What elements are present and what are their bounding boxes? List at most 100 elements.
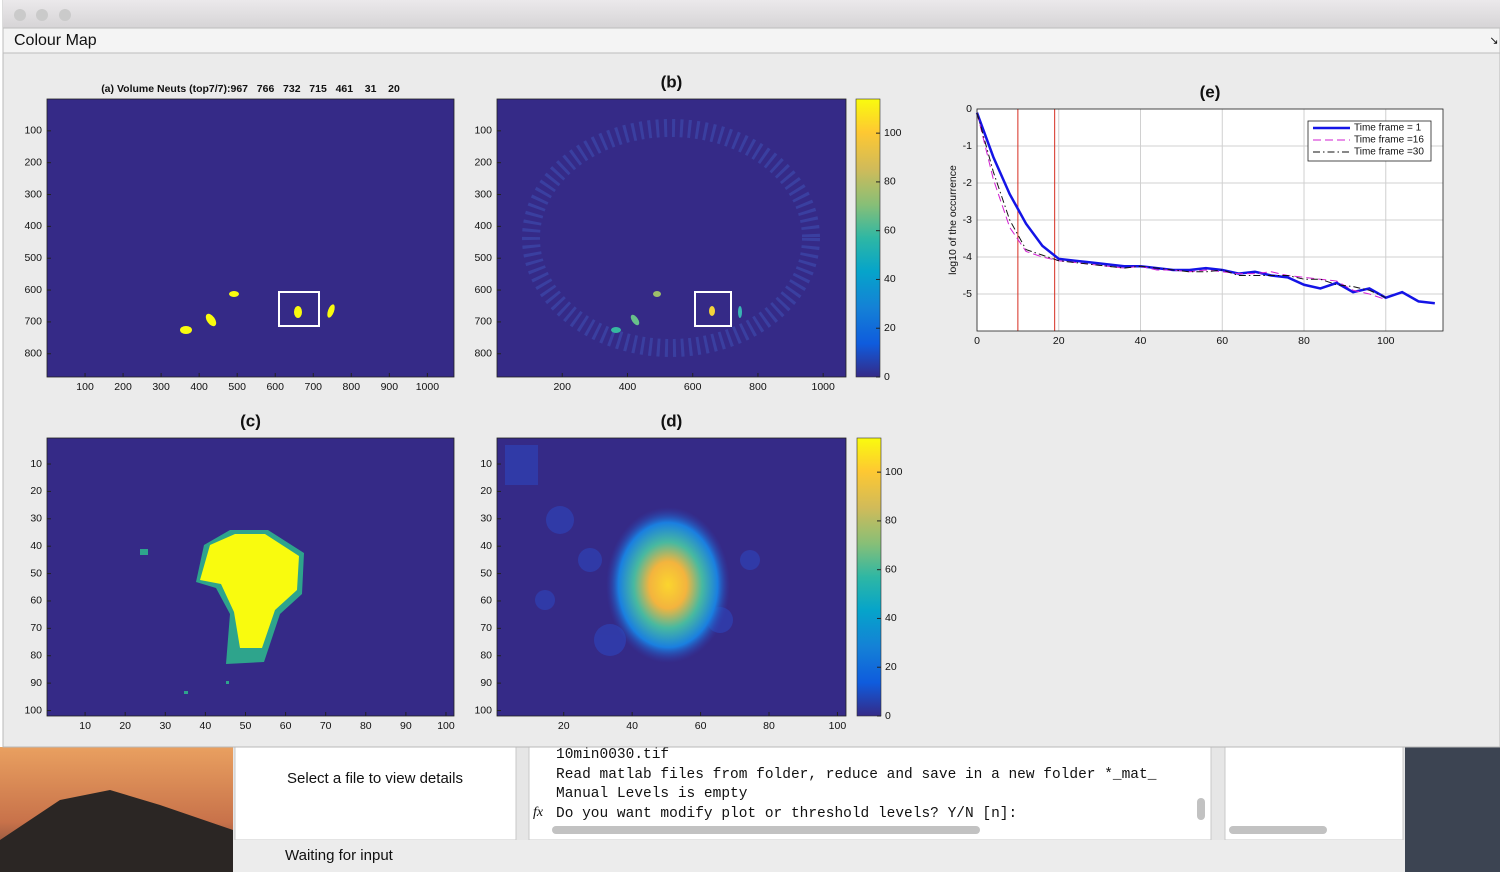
status-text: Waiting for input <box>285 847 394 864</box>
y-tick-label: 300 <box>24 188 42 200</box>
x-tick-label: 80 <box>360 720 372 732</box>
blobs <box>140 530 304 694</box>
colorbar-tick-label: 20 <box>884 322 896 334</box>
x-tick-label: 10 <box>79 720 91 732</box>
colorbar <box>855 98 881 378</box>
v-scrollbar[interactable] <box>1197 798 1205 820</box>
y-tick-label: 70 <box>30 622 42 634</box>
x-tick-label: 70 <box>320 720 332 732</box>
y-tick-label: 50 <box>480 567 492 579</box>
y-tick-label: 30 <box>480 513 492 525</box>
y-tick-label: 200 <box>24 156 42 168</box>
x-tick-label: 80 <box>1298 335 1310 347</box>
x-tick-label: 80 <box>763 720 775 732</box>
minimize-button[interactable] <box>36 9 48 21</box>
y-tick-label: -5 <box>963 288 972 300</box>
x-tick-label: 100 <box>1377 335 1395 347</box>
x-tick-label: 20 <box>558 720 570 732</box>
console-line: Do you want modify plot or threshold lev… <box>556 806 1017 822</box>
y-tick-label: 400 <box>24 220 42 232</box>
mountain <box>0 790 233 872</box>
y-tick-label: 600 <box>24 284 42 296</box>
y-tick-label: 400 <box>474 220 492 232</box>
y-tick-label: 500 <box>24 252 42 264</box>
x-tick-label: 100 <box>437 720 455 732</box>
x-tick-label: 40 <box>1135 335 1147 347</box>
x-tick-label: 20 <box>1053 335 1065 347</box>
y-tick-label: 100 <box>474 704 492 716</box>
x-tick-label: 900 <box>381 381 399 393</box>
colorbar-tick-label: 80 <box>884 176 896 188</box>
y-tick-label: 500 <box>474 252 492 264</box>
y-tick-label: 90 <box>30 677 42 689</box>
panel-title: (c) <box>240 411 261 430</box>
y-tick-label: 0 <box>966 103 972 115</box>
axes-frame <box>46 98 455 378</box>
blobs <box>611 291 742 333</box>
h-scrollbar[interactable] <box>552 826 980 834</box>
colorbar-tick-label: 20 <box>885 661 897 673</box>
heatmap-image <box>497 99 846 377</box>
close-button[interactable] <box>14 9 26 21</box>
x-tick-label: 50 <box>240 720 252 732</box>
y-tick-label: 40 <box>480 540 492 552</box>
colorbar-tick-label: 0 <box>884 371 890 383</box>
x-tick-label: 800 <box>343 381 361 393</box>
x-tick-label: 200 <box>114 381 132 393</box>
desktop-rock <box>1405 747 1500 872</box>
legend-entry: Time frame =16 <box>1354 135 1424 146</box>
y-tick-label: 100 <box>474 125 492 137</box>
axes-frame <box>976 108 1444 332</box>
colorbar-tick-label: 60 <box>884 224 896 236</box>
x-tick-label: 500 <box>228 381 246 393</box>
y-axis-label: log10 of the occurrence <box>947 165 959 275</box>
x-tick-label: 700 <box>304 381 322 393</box>
noise-ring <box>522 119 820 357</box>
axes-frame <box>496 437 847 717</box>
y-tick-label: 10 <box>480 458 492 470</box>
colorbar-tick-label: 40 <box>885 612 897 624</box>
y-tick-label: -1 <box>963 140 972 152</box>
y-tick-label: 700 <box>24 316 42 328</box>
zoom-button[interactable] <box>59 9 71 21</box>
x-tick-label: 300 <box>152 381 170 393</box>
undock-icon[interactable]: ↘ <box>1489 35 1498 47</box>
x-tick-label: 200 <box>553 381 571 393</box>
x-tick-label: 60 <box>280 720 292 732</box>
x-tick-label: 20 <box>119 720 131 732</box>
colorbar-tick-label: 100 <box>885 466 903 478</box>
y-tick-label: 80 <box>30 650 42 662</box>
x-tick-label: 40 <box>626 720 638 732</box>
y-tick-label: 30 <box>30 513 42 525</box>
y-tick-label: 20 <box>480 485 492 497</box>
panel-title: (d) <box>661 411 683 430</box>
colorbar-tick-label: 60 <box>885 563 897 575</box>
window-title: Colour Map <box>14 32 97 49</box>
axes-frame <box>46 437 455 717</box>
h-scrollbar[interactable] <box>1229 826 1327 834</box>
y-tick-label: 40 <box>30 540 42 552</box>
y-tick-label: 700 <box>474 316 492 328</box>
roi-box <box>278 291 320 327</box>
hotspot <box>606 507 730 663</box>
y-tick-label: 800 <box>24 348 42 360</box>
command-window[interactable] <box>528 746 1212 841</box>
x-tick-label: 400 <box>190 381 208 393</box>
x-tick-label: 0 <box>974 335 980 347</box>
blobs <box>180 291 335 334</box>
y-tick-label: 20 <box>30 485 42 497</box>
y-tick-label: 80 <box>480 650 492 662</box>
x-tick-label: 40 <box>200 720 212 732</box>
x-tick-label: 60 <box>695 720 707 732</box>
console-line: Manual Levels is empty <box>556 786 748 802</box>
y-tick-label: 200 <box>474 156 492 168</box>
heatmap-image <box>47 99 454 377</box>
x-tick-label: 90 <box>400 720 412 732</box>
legend-entry: Time frame =30 <box>1354 147 1424 158</box>
y-tick-label: 50 <box>30 567 42 579</box>
colorbar-tick-label: 100 <box>884 127 902 139</box>
panel-title: (b) <box>661 72 683 91</box>
colorbar-tick-label: 80 <box>885 515 897 527</box>
x-tick-label: 100 <box>76 381 94 393</box>
y-tick-label: 300 <box>474 188 492 200</box>
